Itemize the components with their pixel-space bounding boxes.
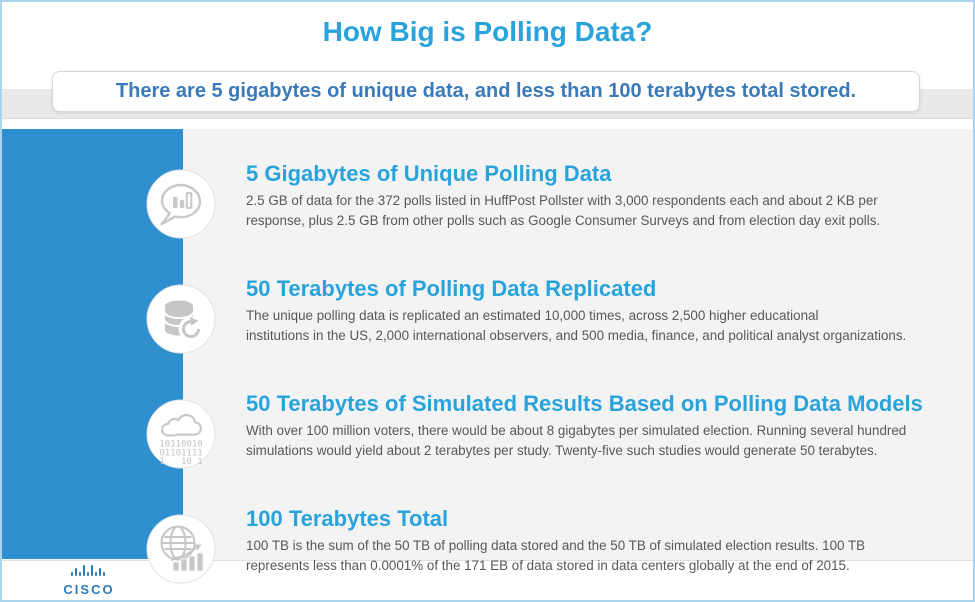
database-replication-icon	[146, 284, 216, 354]
body-line: The unique polling data is replicated an…	[246, 308, 819, 323]
section-heading: 100 Terabytes Total	[246, 506, 449, 531]
cisco-logo: CISCO	[59, 563, 119, 597]
binary-line: 1 10 1	[159, 457, 202, 467]
subtitle-text: There are 5 gigabytes of unique data, an…	[115, 80, 857, 102]
body-line: With over 100 million voters, there woul…	[246, 423, 907, 438]
section-unique-polling-data: 5 Gigabytes of Unique Polling Data 2.5 G…	[2, 161, 973, 263]
section-total-storage: 100 Terabytes Total 100 TB is the sum of…	[2, 506, 973, 600]
section-simulated-results: 10110010 01101111 1 10 1 50 Terabytes of…	[2, 391, 973, 493]
speech-bubble-bar-chart-icon	[146, 169, 216, 239]
sections-list: 5 Gigabytes of Unique Polling Data 2.5 G…	[2, 148, 973, 600]
cisco-bars-icon	[70, 563, 108, 581]
body-line: represents less than 0.0001% of the 171 …	[246, 557, 850, 573]
subtitle-box: There are 5 gigabytes of unique data, an…	[52, 71, 920, 112]
body-line: simulations would yield about 2 terabyte…	[246, 442, 878, 458]
body-line: institutions in the US, 2,000 internatio…	[246, 327, 907, 343]
globe-growth-chart-icon	[146, 514, 216, 584]
section-body: 100 TB is the sum of the 50 TB of pollin…	[246, 536, 973, 575]
section-heading: 50 Terabytes of Simulated Results Based …	[246, 391, 923, 416]
section-body: 2.5 GB of data for the 372 polls listed …	[246, 191, 973, 230]
section-heading: 50 Terabytes of Polling Data Replicated	[246, 276, 657, 301]
section-replicated-data: 50 Terabytes of Polling Data Replicated …	[2, 276, 973, 378]
section-body: The unique polling data is replicated an…	[246, 306, 973, 345]
body-line: response, plus 2.5 GB from other polls s…	[246, 212, 881, 228]
body-line: 2.5 GB of data for the 372 polls listed …	[246, 193, 878, 208]
content-area: 5 Gigabytes of Unique Polling Data 2.5 G…	[2, 129, 973, 584]
binary-line: 01101111	[159, 449, 202, 459]
cisco-wordmark: CISCO	[63, 582, 115, 597]
binary-data-cloud-icon: 10110010 01101111 1 10 1	[146, 399, 216, 469]
page-title: How Big is Polling Data?	[322, 16, 653, 47]
section-heading: 5 Gigabytes of Unique Polling Data	[246, 161, 612, 186]
section-body: With over 100 million voters, there woul…	[246, 421, 973, 460]
binary-line: 10110010	[159, 440, 202, 450]
body-line: 100 TB is the sum of the 50 TB of pollin…	[246, 538, 866, 553]
